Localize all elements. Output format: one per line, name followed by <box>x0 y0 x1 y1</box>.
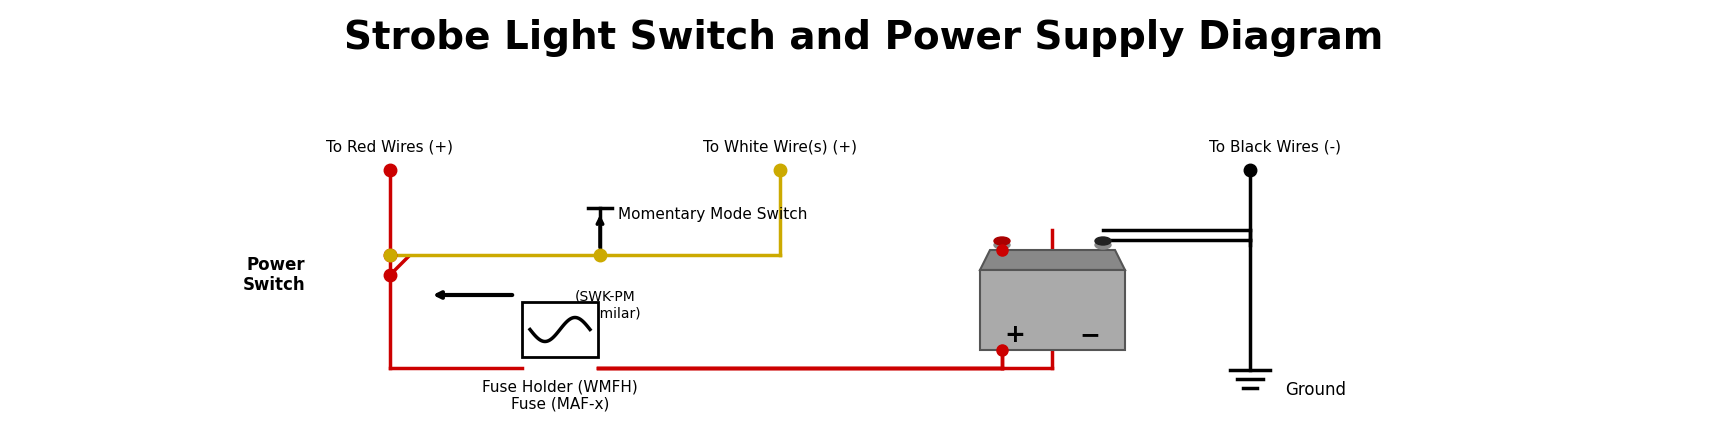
Text: Fuse Holder (WMFH)
Fuse (MAF-x): Fuse Holder (WMFH) Fuse (MAF-x) <box>482 379 638 411</box>
Text: Ground: Ground <box>1286 381 1346 399</box>
Text: (SWK-PM
or similar): (SWK-PM or similar) <box>570 290 641 320</box>
Ellipse shape <box>1096 241 1111 249</box>
Text: Momentary Mode Switch: Momentary Mode Switch <box>619 207 807 223</box>
Text: To Red Wires (+): To Red Wires (+) <box>327 140 453 155</box>
Text: To Black Wires (-): To Black Wires (-) <box>1210 140 1341 155</box>
Polygon shape <box>980 250 1125 270</box>
Polygon shape <box>980 270 1125 350</box>
Text: Strobe Light Switch and Power Supply Diagram: Strobe Light Switch and Power Supply Dia… <box>344 19 1384 57</box>
Text: To White Wire(s) (+): To White Wire(s) (+) <box>703 140 857 155</box>
Ellipse shape <box>1096 237 1111 245</box>
Text: +: + <box>1004 323 1025 347</box>
Ellipse shape <box>994 241 1009 249</box>
Text: Power
Switch: Power Switch <box>242 256 306 294</box>
Ellipse shape <box>994 237 1009 245</box>
FancyBboxPatch shape <box>522 302 598 357</box>
Text: −: − <box>1080 323 1101 347</box>
